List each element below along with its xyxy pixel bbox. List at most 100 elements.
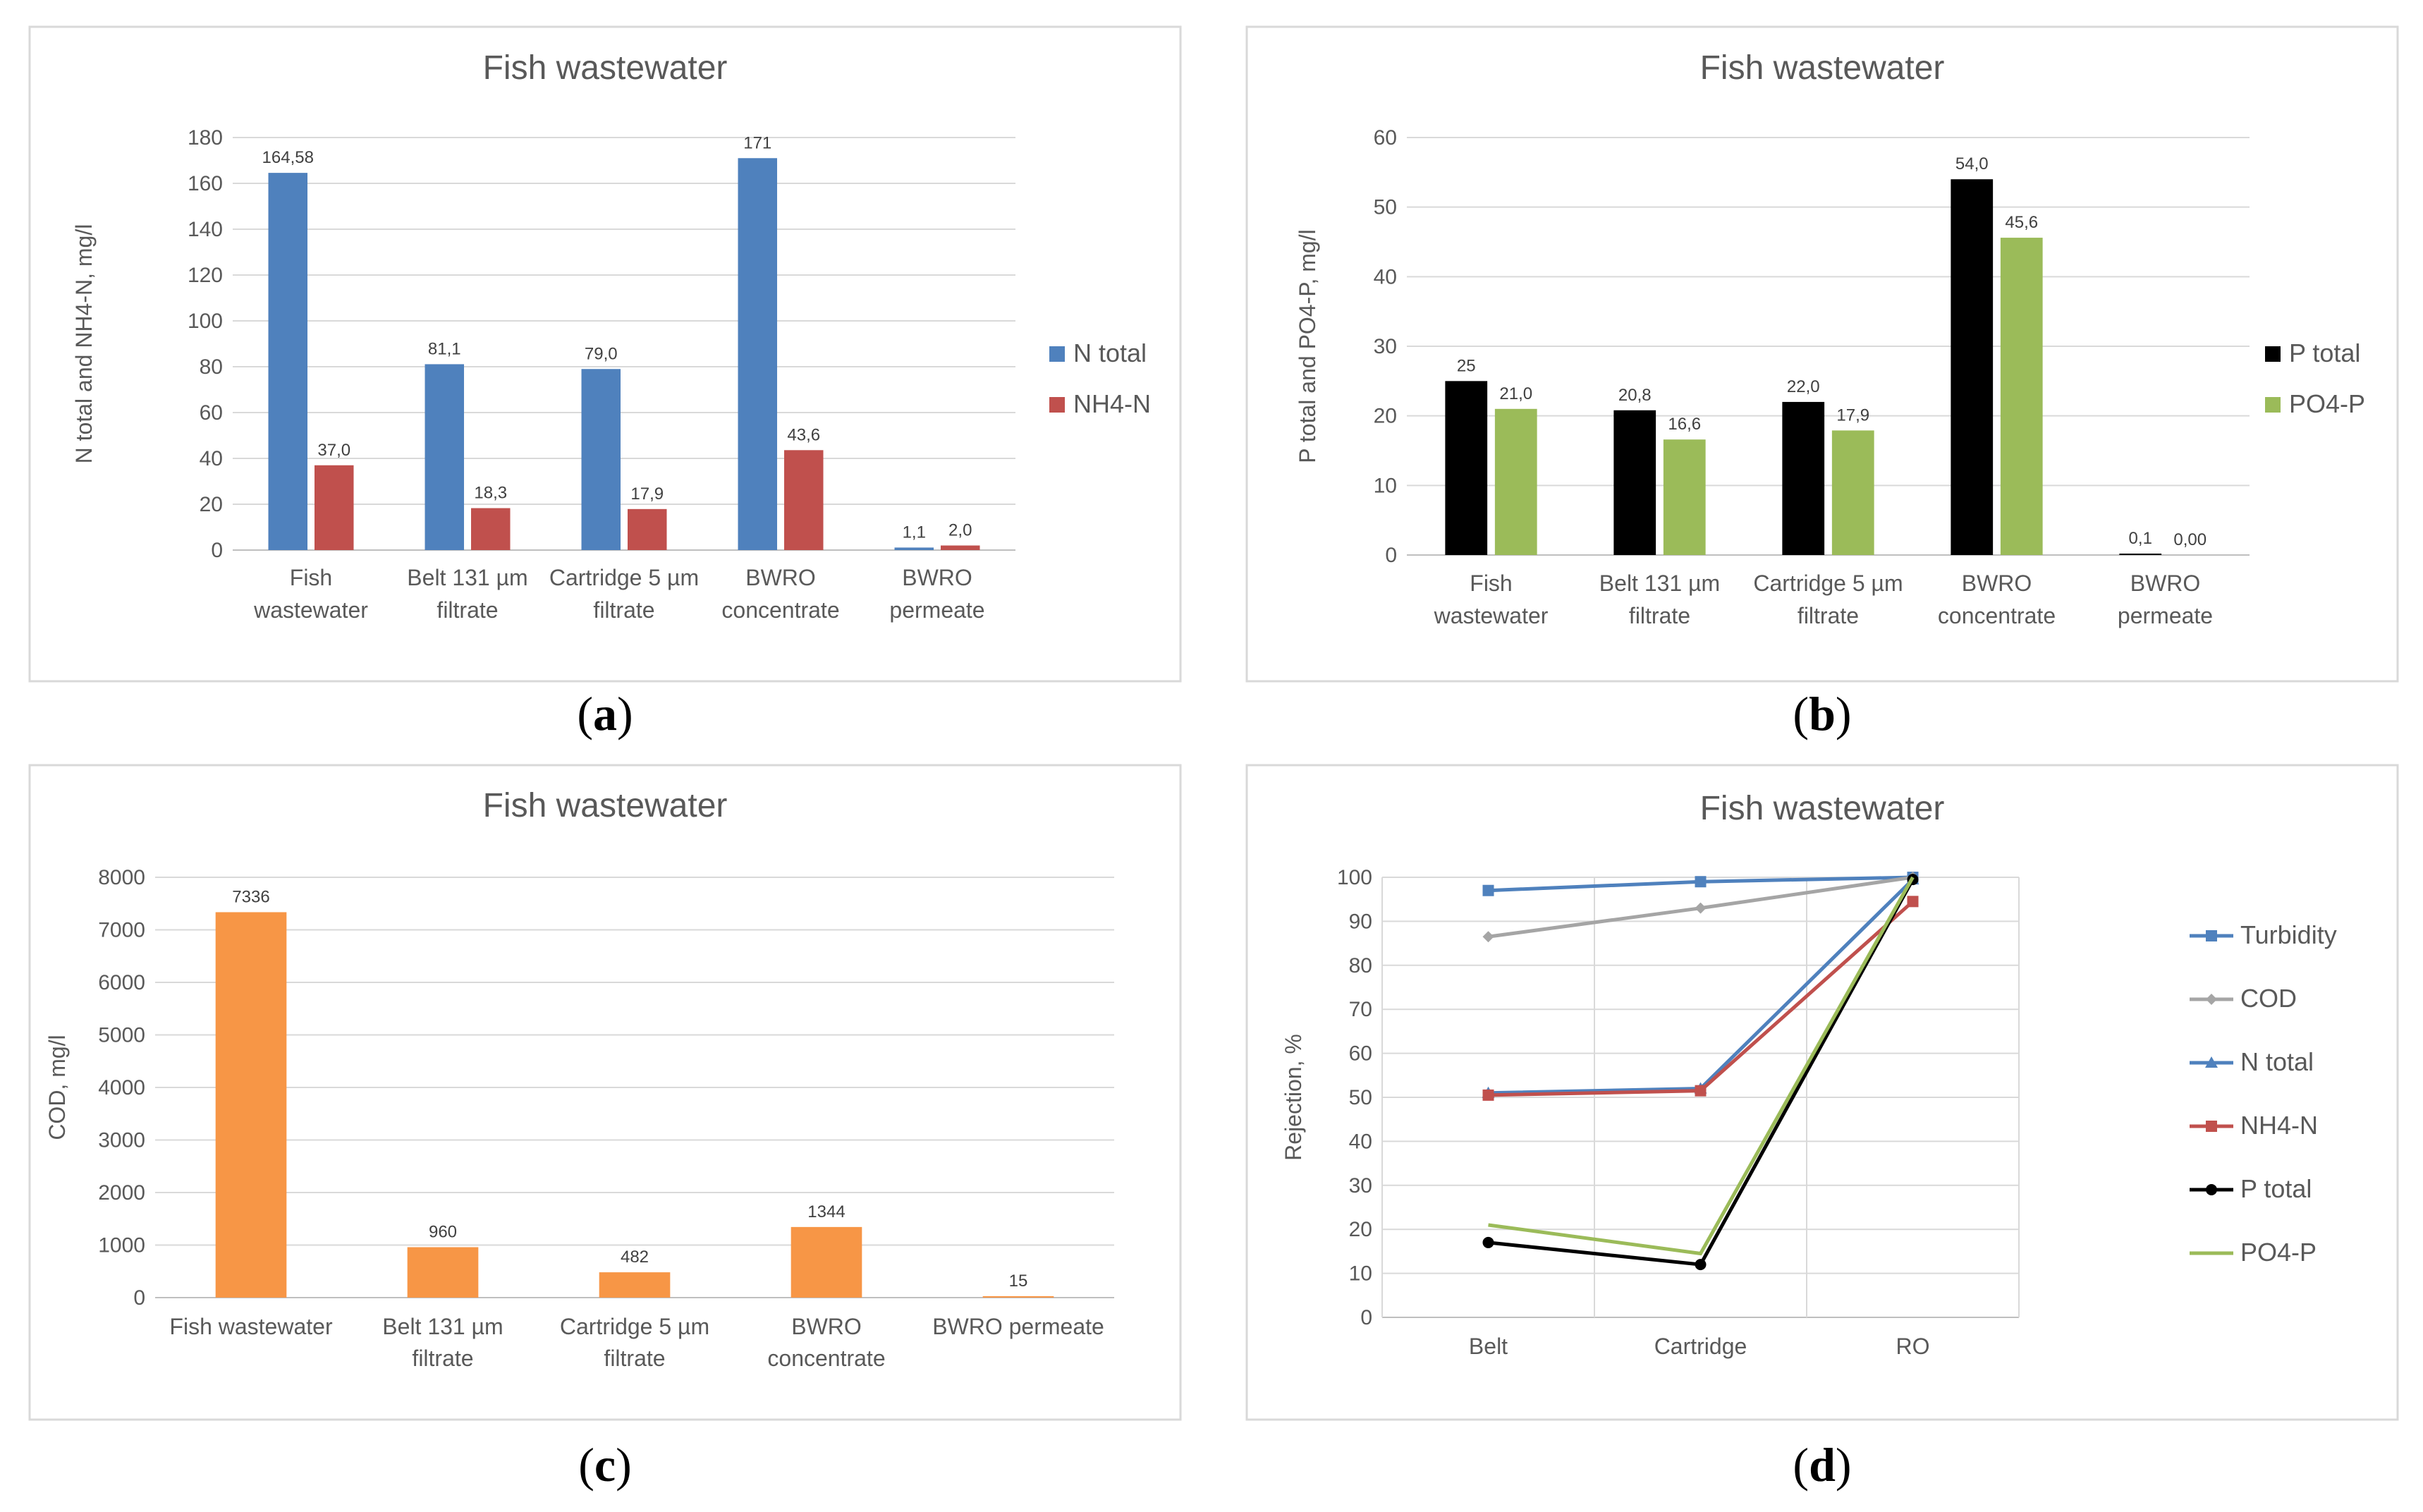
x-tick-label: BWRO: [1962, 571, 2032, 596]
x-tick-label: permeate: [889, 597, 984, 623]
panel-label-d: (d): [1793, 1438, 1851, 1492]
data-label: 45,6: [2005, 213, 2038, 232]
bar: [1782, 401, 1825, 555]
x-tick-label: filtrate: [412, 1346, 473, 1371]
legend-label: Turbidity: [2240, 920, 2337, 949]
y-tick-label: 2000: [98, 1181, 145, 1205]
bar: [1951, 179, 1994, 555]
data-label: 22,0: [1787, 377, 1820, 396]
y-tick-label: 6000: [98, 971, 145, 994]
data-label: 79,0: [585, 344, 618, 363]
chart-panel-c: Fish wastewater COD, mg/l 0 1000 2000 3000 400…: [28, 764, 1182, 1421]
data-label: 164,58: [262, 148, 314, 167]
bar: [894, 547, 934, 550]
chart-panel-a: Fish wastewater N total and NH4-N, mg/l 0 2…: [28, 25, 1182, 683]
data-label: 81,1: [428, 339, 461, 358]
data-label: 17,9: [630, 484, 664, 504]
x-tick-label: BWRO: [791, 1314, 862, 1339]
y-tick-label: 40: [1374, 265, 1397, 288]
y-tick-label: 20: [1374, 405, 1397, 428]
data-label: 18,3: [474, 484, 507, 503]
data-point: [2206, 1184, 2217, 1195]
bar: [627, 508, 667, 550]
y-tick-label: 1000: [98, 1234, 145, 1257]
y-tick-label: 60: [1374, 126, 1397, 150]
data-label: 16,6: [1668, 415, 1701, 434]
x-tick-label: BWRO permeate: [932, 1314, 1104, 1339]
bar: [1663, 439, 1706, 555]
x-tick-label: BWRO: [745, 565, 816, 590]
chart-title: Fish wastewater: [1700, 49, 1945, 87]
bar: [1445, 381, 1488, 555]
y-tick-label: 40: [1349, 1130, 1372, 1153]
data-label: 43,6: [787, 425, 820, 444]
data-label: 0,00: [2173, 530, 2207, 549]
x-tick-label: BWRO: [2130, 571, 2201, 596]
y-tick-label: 60: [200, 401, 223, 425]
x-tick-label: Cartridge 5 µm: [560, 1314, 709, 1339]
y-tick-label: 120: [188, 264, 223, 287]
x-tick-label: RO: [1896, 1334, 1930, 1359]
y-tick-label: 30: [1349, 1174, 1372, 1197]
data-label: 2,0: [948, 521, 972, 540]
legend-label: P total: [2240, 1174, 2312, 1203]
bar: [1613, 410, 1656, 555]
y-tick-label: 7000: [98, 919, 145, 942]
panel-label-b: (b): [1793, 687, 1851, 740]
bar: [940, 545, 980, 550]
panel-label-c: (c): [578, 1438, 632, 1492]
x-tick-label: Belt: [1469, 1334, 1508, 1359]
data-label: 0,1: [2129, 529, 2152, 548]
x-tick-label: filtrate: [604, 1346, 665, 1371]
x-tick-label: filtrate: [1629, 603, 1690, 628]
x-tick-label: filtrate: [437, 597, 498, 623]
bar: [425, 364, 465, 550]
data-point: [1482, 1089, 1494, 1101]
y-tick-label: 60: [1349, 1042, 1372, 1066]
y-tick-label: 180: [188, 126, 223, 150]
data-point: [1907, 896, 1919, 908]
legend-label: NH4-N: [1073, 389, 1151, 418]
chart-frame: [28, 25, 1182, 683]
data-label: 54,0: [1955, 154, 1989, 173]
y-tick-label: 50: [1374, 196, 1397, 219]
bar: [581, 369, 621, 550]
legend-label: COD: [2240, 984, 2297, 1013]
legend-label: N total: [2240, 1047, 2314, 1076]
chart-panel-d: Fish wastewater Rejection, % 0 10 20 30 40 50 60…: [1245, 764, 2399, 1421]
x-tick-label: Fish: [290, 565, 332, 590]
data-label: 25: [1457, 356, 1476, 375]
bar: [407, 1247, 479, 1298]
x-tick-label: permeate: [2118, 603, 2213, 628]
x-tick-label: Fish: [1470, 571, 1512, 596]
data-point: [1695, 1085, 1707, 1097]
y-tick-label: 20: [1349, 1218, 1372, 1241]
legend-label: NH4-N: [2240, 1111, 2318, 1140]
chart-panel-b: Fish wastewater P total and PO4-P, mg/l 0 1…: [1245, 25, 2399, 683]
bar: [470, 508, 511, 550]
x-tick-label: wastewater: [253, 597, 368, 623]
bar: [1494, 408, 1537, 555]
bar: [2119, 554, 2162, 555]
y-tick-label: 10: [1374, 474, 1397, 497]
y-tick-label: 70: [1349, 998, 1372, 1021]
data-label: 482: [621, 1248, 649, 1267]
x-tick-label: concentrate: [767, 1346, 885, 1371]
data-point: [2205, 1056, 2218, 1068]
y-tick-label: 140: [188, 218, 223, 241]
y-tick-label: 80: [200, 355, 223, 379]
y-axis-label: P total and PO4-P, mg/l: [1295, 229, 1320, 463]
x-tick-label: concentrate: [1938, 603, 2056, 628]
data-label: 20,8: [1618, 386, 1652, 405]
y-tick-label: 0: [1385, 544, 1397, 567]
data-point: [2206, 930, 2217, 941]
y-tick-label: 4000: [98, 1076, 145, 1099]
legend-swatch: [2265, 397, 2281, 413]
bar: [791, 1226, 862, 1298]
y-tick-label: 100: [1337, 866, 1372, 889]
data-label: 15: [1009, 1272, 1028, 1291]
data-label: 171: [743, 133, 771, 152]
x-tick-label: Belt 131 µm: [382, 1314, 503, 1339]
chart-title: Fish wastewater: [483, 49, 728, 87]
